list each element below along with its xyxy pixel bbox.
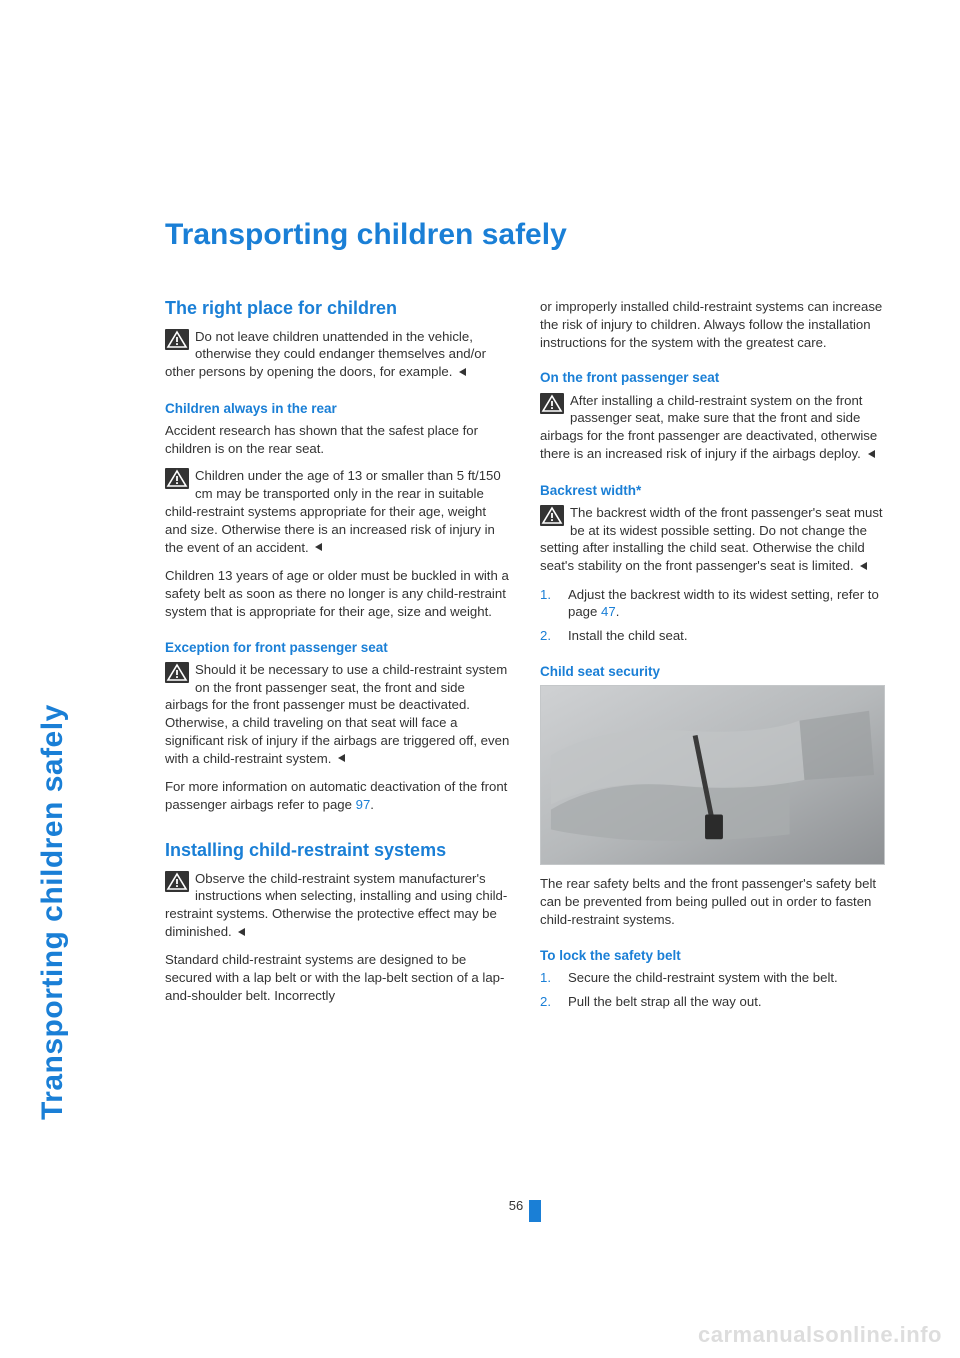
warning-after-installing: After installing a child-restraint syste… (540, 392, 885, 464)
page-footer: 56 (165, 1198, 885, 1222)
page-number: 56 (509, 1198, 523, 1213)
warning-icon (165, 468, 189, 494)
warning-observe-instructions: Observe the child-restraint system manuf… (165, 870, 510, 942)
page-number-bar (529, 1200, 541, 1222)
step-number: 2. (540, 993, 551, 1011)
right-column: or improperly installed child-restraint … (540, 298, 885, 1021)
two-column-layout: The right place for children Do not leav… (165, 298, 885, 1021)
section-heading-installing: Installing child-restraint systems (165, 840, 510, 862)
subheading-child-seat-security: Child seat security (540, 663, 885, 681)
side-tab-label: Transporting children safely (36, 704, 70, 1120)
end-marker-icon (237, 924, 247, 942)
page-ref-97[interactable]: 97 (356, 797, 371, 812)
text-part-a: For more information on automatic deacti… (165, 779, 507, 812)
paragraph-accident-research: Accident research has shown that the saf… (165, 422, 510, 458)
step-number: 1. (540, 586, 551, 604)
page-title: Transporting children safely (165, 218, 885, 252)
end-marker-icon (314, 539, 324, 557)
subheading-children-rear: Children always in the rear (165, 400, 510, 418)
warning-text: After installing a child-restraint syste… (540, 393, 877, 461)
warning-unattended: Do not leave children unattended in the … (165, 328, 510, 382)
end-marker-icon (337, 750, 347, 768)
warning-icon (165, 662, 189, 688)
warning-icon (165, 871, 189, 897)
warning-text: Children under the age of 13 or smaller … (165, 468, 501, 554)
paragraph-figure-caption: The rear safety belts and the front pass… (540, 875, 885, 928)
paragraph-standard-systems: Standard child-restraint systems are des… (165, 951, 510, 1004)
step-text: Pull the belt strap all the way out. (568, 994, 762, 1009)
warning-text: Observe the child-restraint system manuf… (165, 871, 507, 939)
paragraph-13-or-older: Children 13 years of age or older must b… (165, 567, 510, 620)
paragraph-more-info: For more information on automatic deacti… (165, 778, 510, 814)
paragraph-continuation: or improperly installed child-restraint … (540, 298, 885, 351)
warning-icon (540, 505, 564, 531)
subheading-front-passenger: On the front passenger seat (540, 369, 885, 387)
warning-text: The backrest width of the front passenge… (540, 505, 883, 573)
steps-backrest: 1. Adjust the backrest width to its wide… (540, 586, 885, 645)
figure-child-seat-security (540, 685, 885, 865)
warning-icon (165, 329, 189, 355)
warning-text: Do not leave children unattended in the … (165, 329, 486, 380)
end-marker-icon (859, 558, 869, 576)
step-number: 1. (540, 969, 551, 987)
step-text: Secure the child-restraint system with t… (568, 970, 838, 985)
watermark: carmanualsonline.info (698, 1322, 942, 1348)
side-tab-container: Transporting children safely (70, 220, 100, 1120)
manual-page: Transporting children safely Transportin… (0, 0, 960, 1358)
section-heading-right-place: The right place for children (165, 298, 510, 320)
page-content: Transporting children safely The right p… (165, 218, 885, 1021)
subheading-exception-front: Exception for front passenger seat (165, 639, 510, 657)
page-ref-47[interactable]: 47 (601, 604, 616, 619)
warning-under-13: Children under the age of 13 or smaller … (165, 467, 510, 557)
warning-backrest-width: The backrest width of the front passenge… (540, 504, 885, 576)
steps-lock-belt: 1. Secure the child-restraint system wit… (540, 969, 885, 1011)
warning-front-seat: Should it be necessary to use a child-re… (165, 661, 510, 768)
subheading-lock-belt: To lock the safety belt (540, 947, 885, 965)
left-column: The right place for children Do not leav… (165, 298, 510, 1021)
text-part-b: . (370, 797, 374, 812)
step-text-a: Install the child seat. (568, 628, 688, 643)
warning-icon (540, 393, 564, 419)
step-item: 2. Pull the belt strap all the way out. (558, 993, 885, 1011)
step-item: 1. Adjust the backrest width to its wide… (558, 586, 885, 622)
step-item: 2. Install the child seat. (558, 627, 885, 645)
subheading-backrest-width: Backrest width* (540, 482, 885, 500)
step-text-b: . (616, 604, 620, 619)
end-marker-icon (458, 364, 468, 382)
step-number: 2. (540, 627, 551, 645)
end-marker-icon (867, 446, 877, 464)
step-item: 1. Secure the child-restraint system wit… (558, 969, 885, 987)
